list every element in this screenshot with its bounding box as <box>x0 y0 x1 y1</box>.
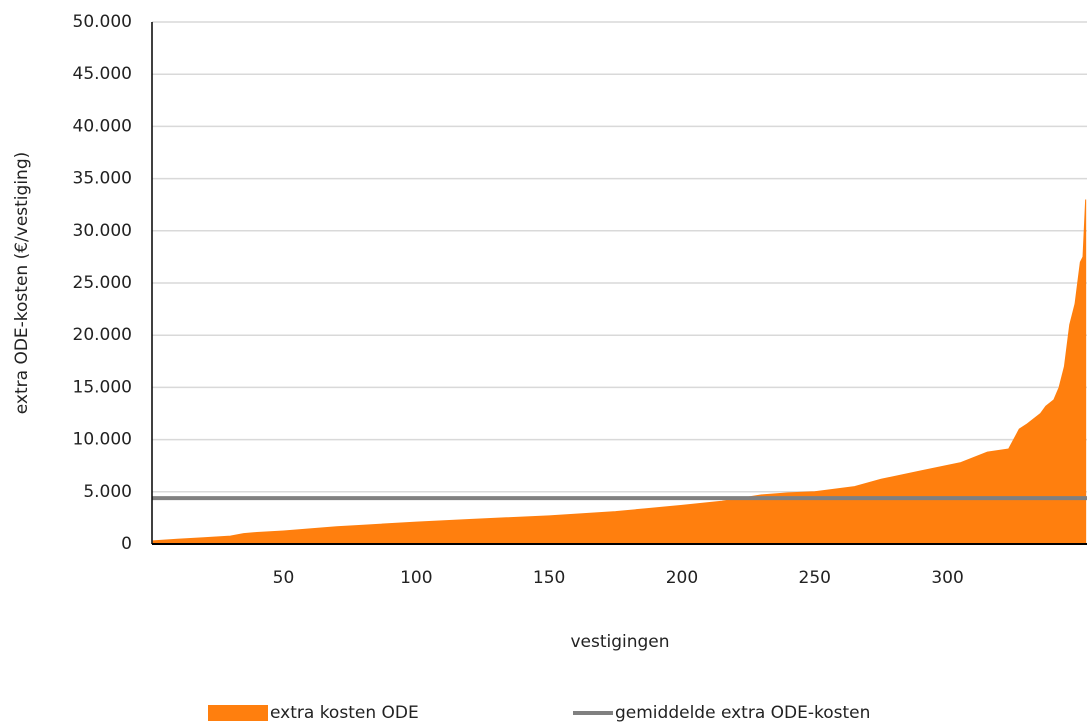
y-tick-label: 25.000 <box>73 273 132 293</box>
y-tick-label: 5.000 <box>83 482 132 502</box>
area <box>152 199 1087 545</box>
y-tick-label: 10.000 <box>73 430 132 450</box>
y-tick-label: 35.000 <box>73 169 132 189</box>
x-tick-label: 50 <box>273 568 295 588</box>
legend-label: extra kosten ODE <box>270 703 419 723</box>
x-tick-label: 200 <box>666 568 698 588</box>
y-tick-label: 45.000 <box>73 64 132 84</box>
y-tick-label: 30.000 <box>73 221 132 241</box>
x-tick-label: 150 <box>533 568 565 588</box>
y-tick-label: 40.000 <box>73 116 132 136</box>
x-tick-label: 300 <box>931 568 963 588</box>
x-tick-label: 250 <box>799 568 831 588</box>
y-tick-label: 15.000 <box>73 377 132 397</box>
legend-swatch <box>208 705 268 721</box>
y-tick-label: 0 <box>121 534 132 554</box>
x-axis-label: vestigingen <box>570 632 669 652</box>
x-tick-label: 100 <box>400 568 432 588</box>
y-axis-label: extra ODE-kosten (€/vestiging) <box>12 152 32 415</box>
y-tick-label: 20.000 <box>73 325 132 345</box>
legend-label: gemiddelde extra ODE-kosten <box>615 703 870 723</box>
y-tick-label: 50.000 <box>73 12 132 32</box>
